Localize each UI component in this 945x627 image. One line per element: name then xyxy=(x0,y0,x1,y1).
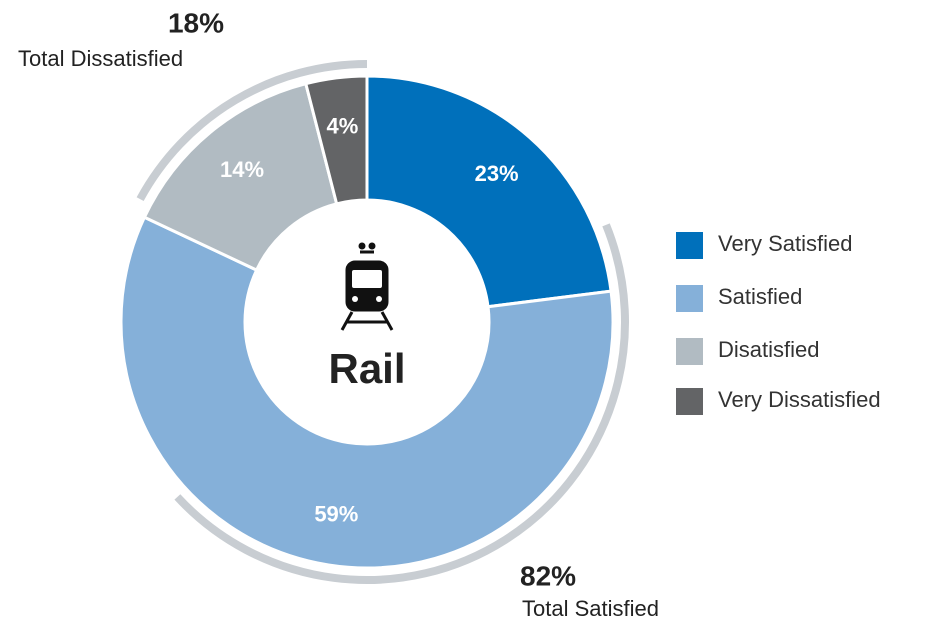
train-icon xyxy=(340,242,394,331)
legend-label: Very Dissatisfied xyxy=(718,387,881,412)
legend-swatch xyxy=(676,338,703,365)
total-label: Total Satisfied xyxy=(522,596,659,621)
slice xyxy=(303,74,369,206)
data-label: 59% xyxy=(314,501,358,526)
legend-label: Satisfied xyxy=(718,284,802,309)
legend-swatch xyxy=(676,285,703,312)
donut: 23% 59% 14% 4% 82% Total Satisfied 18% Total Di… xyxy=(18,7,881,620)
center-label: Rail xyxy=(328,345,405,392)
legend-label: Very Satisfied xyxy=(718,231,853,256)
legend-label: Disatisfied xyxy=(718,337,819,362)
legend-swatch xyxy=(676,232,703,259)
total-value: 82% xyxy=(520,560,576,591)
total-arc xyxy=(136,60,368,202)
data-label: 23% xyxy=(475,161,519,186)
total-arc xyxy=(174,223,629,584)
slice xyxy=(365,74,613,309)
data-label: 14% xyxy=(220,157,264,182)
slice xyxy=(119,215,615,570)
total-label: Total Dissatisfied xyxy=(18,46,183,71)
slice xyxy=(142,81,339,273)
data-label: 4% xyxy=(327,113,359,138)
legend-swatch xyxy=(676,388,703,415)
total-value: 18% xyxy=(168,7,224,38)
